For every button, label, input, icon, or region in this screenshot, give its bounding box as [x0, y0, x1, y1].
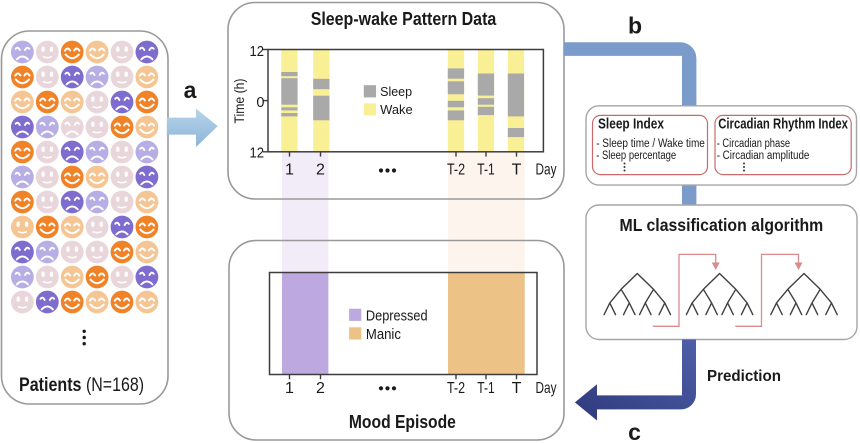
- svg-text:T: T: [512, 380, 522, 397]
- svg-text:12: 12: [250, 44, 265, 60]
- svg-text:Sleep Index: Sleep Index: [598, 117, 664, 133]
- svg-text:Manic: Manic: [366, 327, 401, 343]
- svg-text:2: 2: [316, 380, 325, 397]
- svg-text:2: 2: [316, 162, 325, 179]
- svg-text:Depressed: Depressed: [366, 308, 428, 324]
- svg-text:- Circadian phase: - Circadian phase: [717, 138, 790, 150]
- svg-text:1: 1: [285, 380, 294, 397]
- svg-text:a: a: [184, 77, 197, 103]
- svg-text:Wake: Wake: [380, 102, 413, 117]
- svg-text:Patients: Patients: [19, 375, 82, 396]
- svg-text:T-2: T-2: [447, 162, 465, 179]
- svg-text:Sleep-wake Pattern Data: Sleep-wake Pattern Data: [311, 9, 497, 29]
- svg-text:Sleep: Sleep: [380, 84, 412, 99]
- svg-text:12: 12: [250, 146, 265, 162]
- svg-text:Prediction: Prediction: [707, 368, 781, 385]
- svg-text:T: T: [512, 162, 522, 179]
- svg-text:T-2: T-2: [447, 380, 465, 397]
- svg-text:Day: Day: [536, 162, 557, 179]
- svg-text:Day: Day: [536, 380, 557, 397]
- svg-text:c: c: [628, 419, 641, 443]
- svg-text:0: 0: [256, 95, 264, 111]
- svg-text:b: b: [628, 13, 642, 39]
- svg-text:(N=168): (N=168): [86, 375, 144, 396]
- svg-text:Mood Episode: Mood Episode: [349, 412, 456, 432]
- svg-text:T-1: T-1: [477, 162, 494, 179]
- svg-text:- Sleep time / Wake time: - Sleep time / Wake time: [596, 138, 705, 150]
- svg-text:- Sleep percentage: - Sleep percentage: [596, 150, 676, 162]
- svg-text:T-1: T-1: [477, 380, 494, 397]
- svg-text:Time (h): Time (h): [232, 79, 247, 124]
- svg-text:Circadian Rhythm Index: Circadian Rhythm Index: [718, 117, 848, 133]
- svg-text:ML classification algorithm: ML classification algorithm: [620, 215, 824, 235]
- svg-text:- Circadian amplitude: - Circadian amplitude: [717, 150, 810, 162]
- svg-text:1: 1: [285, 162, 294, 179]
